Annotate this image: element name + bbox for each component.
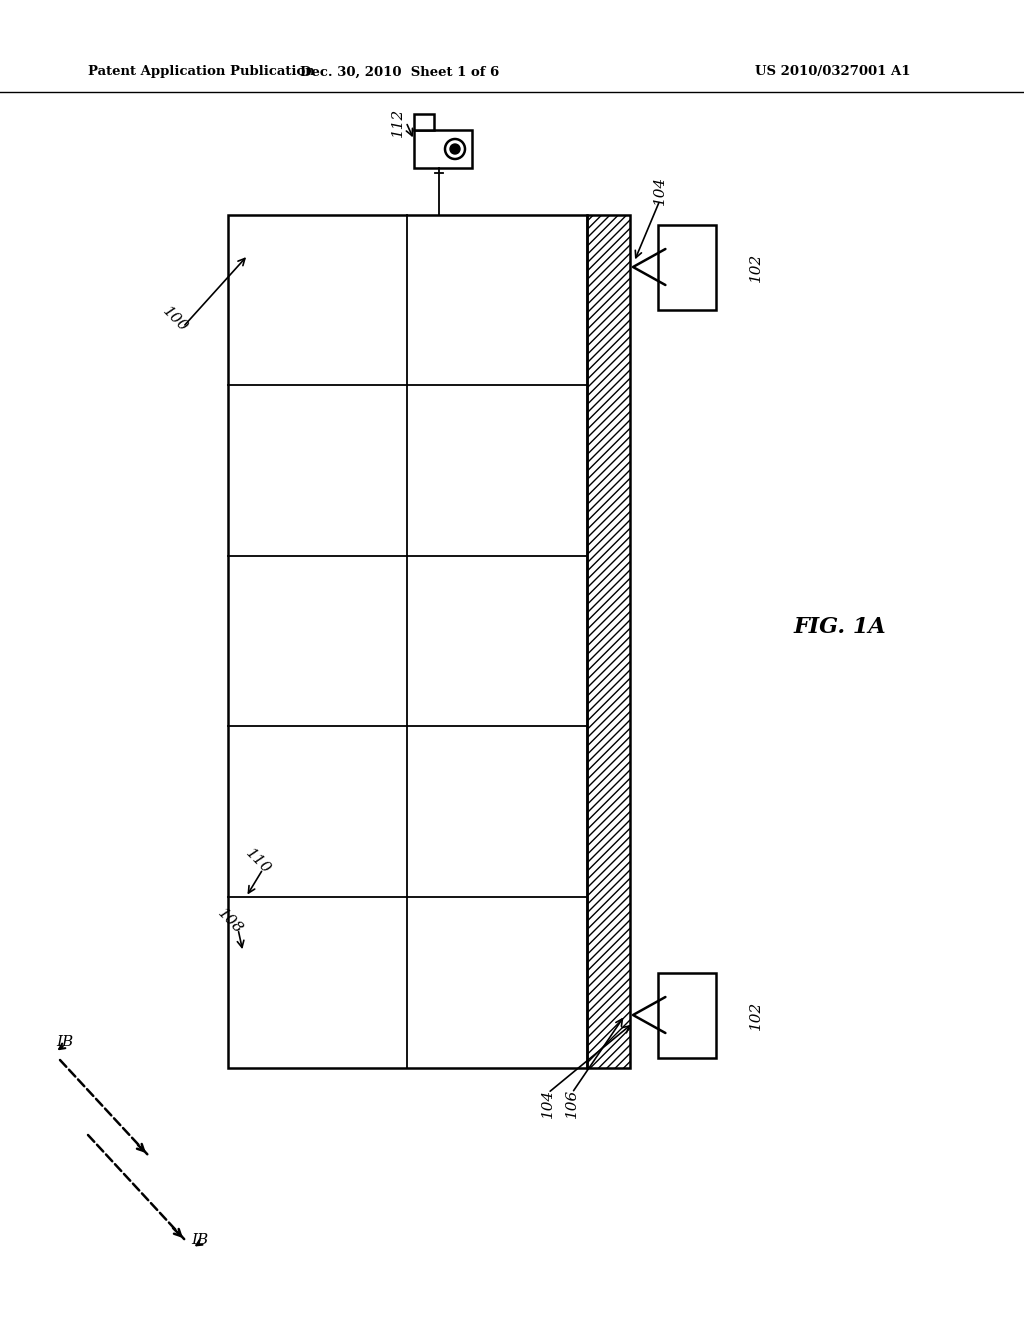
Bar <box>658 973 716 1059</box>
Text: 104: 104 <box>653 176 667 205</box>
Bar <box>228 215 587 1068</box>
Text: IB: IB <box>56 1035 74 1049</box>
Text: Patent Application Publication: Patent Application Publication <box>88 66 314 78</box>
Bar <box>414 114 434 129</box>
Text: 104: 104 <box>541 1089 555 1118</box>
Bar <box>587 215 630 1068</box>
Text: 100: 100 <box>160 305 190 335</box>
Bar <box>414 129 472 168</box>
Text: IB: IB <box>191 1233 209 1247</box>
Text: 106: 106 <box>565 1089 579 1118</box>
Text: 102: 102 <box>749 1001 763 1030</box>
Text: FIG. 1A: FIG. 1A <box>794 616 886 638</box>
Text: 112: 112 <box>391 107 406 137</box>
Text: US 2010/0327001 A1: US 2010/0327001 A1 <box>755 66 910 78</box>
Circle shape <box>450 144 460 154</box>
Text: Dec. 30, 2010  Sheet 1 of 6: Dec. 30, 2010 Sheet 1 of 6 <box>300 66 500 78</box>
Text: 108: 108 <box>215 907 246 937</box>
Text: 102: 102 <box>749 252 763 281</box>
Text: 110: 110 <box>243 846 273 878</box>
Bar <box>658 224 716 310</box>
